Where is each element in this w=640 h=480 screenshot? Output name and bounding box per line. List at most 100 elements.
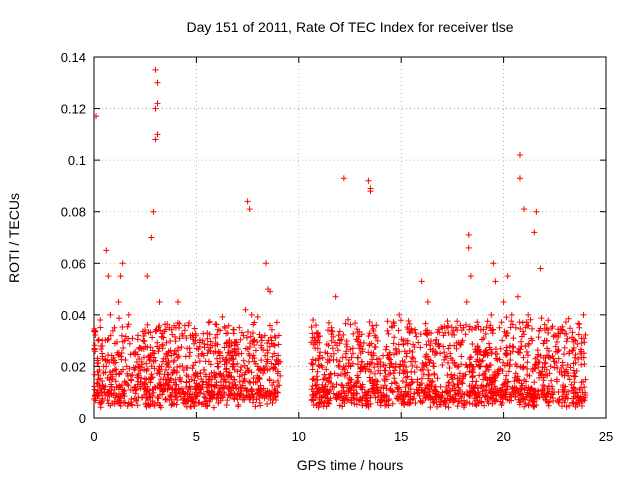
data-point xyxy=(436,401,443,408)
data-point xyxy=(207,338,214,345)
data-point xyxy=(356,341,363,348)
data-point xyxy=(371,370,378,377)
data-point xyxy=(204,335,211,342)
data-point xyxy=(572,359,579,366)
data-point xyxy=(157,402,164,409)
plot-frame xyxy=(93,56,607,419)
data-point xyxy=(560,351,567,358)
data-point xyxy=(205,358,212,365)
data-point xyxy=(556,369,563,376)
y-tick-label: 0.1 xyxy=(68,153,86,168)
data-point xyxy=(476,363,483,370)
data-point xyxy=(334,347,341,354)
data-point xyxy=(162,395,169,402)
data-point xyxy=(547,363,554,370)
data-point xyxy=(141,330,148,337)
data-point xyxy=(271,364,278,371)
data-point xyxy=(365,177,372,184)
data-point xyxy=(499,399,506,406)
data-point xyxy=(456,398,463,405)
data-point xyxy=(136,355,143,362)
data-point xyxy=(572,351,579,358)
data-point xyxy=(150,389,157,396)
data-point xyxy=(200,330,207,337)
data-point xyxy=(363,392,370,399)
data-point xyxy=(506,397,513,404)
data-point xyxy=(138,375,145,382)
data-point xyxy=(246,344,253,351)
data-point xyxy=(262,363,269,370)
data-point xyxy=(403,353,410,360)
data-point xyxy=(506,343,513,350)
data-point xyxy=(488,311,495,318)
data-point xyxy=(545,317,552,324)
data-point xyxy=(115,298,122,305)
data-point xyxy=(270,379,277,386)
data-point xyxy=(132,390,139,397)
data-point xyxy=(183,335,190,342)
data-point xyxy=(472,389,479,396)
data-point xyxy=(510,335,517,342)
data-point xyxy=(519,391,526,398)
data-point xyxy=(548,325,555,332)
data-point xyxy=(500,298,507,305)
y-tick-label: 0.08 xyxy=(61,205,86,220)
data-point xyxy=(578,361,585,368)
data-point xyxy=(544,372,551,379)
data-point xyxy=(235,403,242,410)
data-point xyxy=(162,366,169,373)
data-point xyxy=(480,352,487,359)
data-point xyxy=(461,400,468,407)
data-point xyxy=(402,393,409,400)
data-point xyxy=(422,320,429,327)
x-tick-label: 20 xyxy=(496,429,510,444)
data-point xyxy=(204,330,211,337)
data-point xyxy=(348,399,355,406)
data-point xyxy=(136,344,143,351)
data-point xyxy=(221,323,228,330)
data-point xyxy=(226,369,233,376)
data-point xyxy=(365,333,372,340)
data-point xyxy=(366,360,373,367)
data-point xyxy=(127,351,134,358)
data-point xyxy=(104,389,111,396)
data-point xyxy=(531,379,538,386)
data-point xyxy=(144,344,151,351)
data-point xyxy=(483,324,490,331)
data-point xyxy=(400,341,407,348)
data-point xyxy=(380,352,387,359)
data-point xyxy=(504,329,511,336)
data-point xyxy=(334,372,341,379)
data-point xyxy=(399,396,406,403)
data-point xyxy=(407,399,414,406)
data-point xyxy=(314,376,321,383)
data-point xyxy=(271,390,278,397)
data-point xyxy=(219,384,226,391)
data-point xyxy=(105,400,112,407)
data-point xyxy=(508,311,515,318)
data-point xyxy=(404,400,411,407)
data-point xyxy=(225,322,232,329)
data-point xyxy=(309,334,316,341)
data-point xyxy=(137,367,144,374)
data-point xyxy=(545,354,552,361)
data-point xyxy=(154,343,161,350)
data-point xyxy=(433,337,440,344)
data-point xyxy=(238,372,245,379)
data-point xyxy=(480,334,487,341)
data-point xyxy=(329,328,336,335)
data-point xyxy=(165,357,172,364)
data-point xyxy=(387,356,394,363)
data-point xyxy=(576,321,583,328)
data-point xyxy=(135,363,142,370)
data-point xyxy=(454,326,461,333)
data-point xyxy=(355,354,362,361)
data-point xyxy=(431,371,438,378)
data-point xyxy=(241,396,248,403)
data-point xyxy=(480,326,487,333)
data-point xyxy=(141,386,148,393)
data-point xyxy=(204,341,211,348)
data-point xyxy=(525,401,532,408)
data-point xyxy=(522,324,529,331)
data-point xyxy=(241,362,248,369)
